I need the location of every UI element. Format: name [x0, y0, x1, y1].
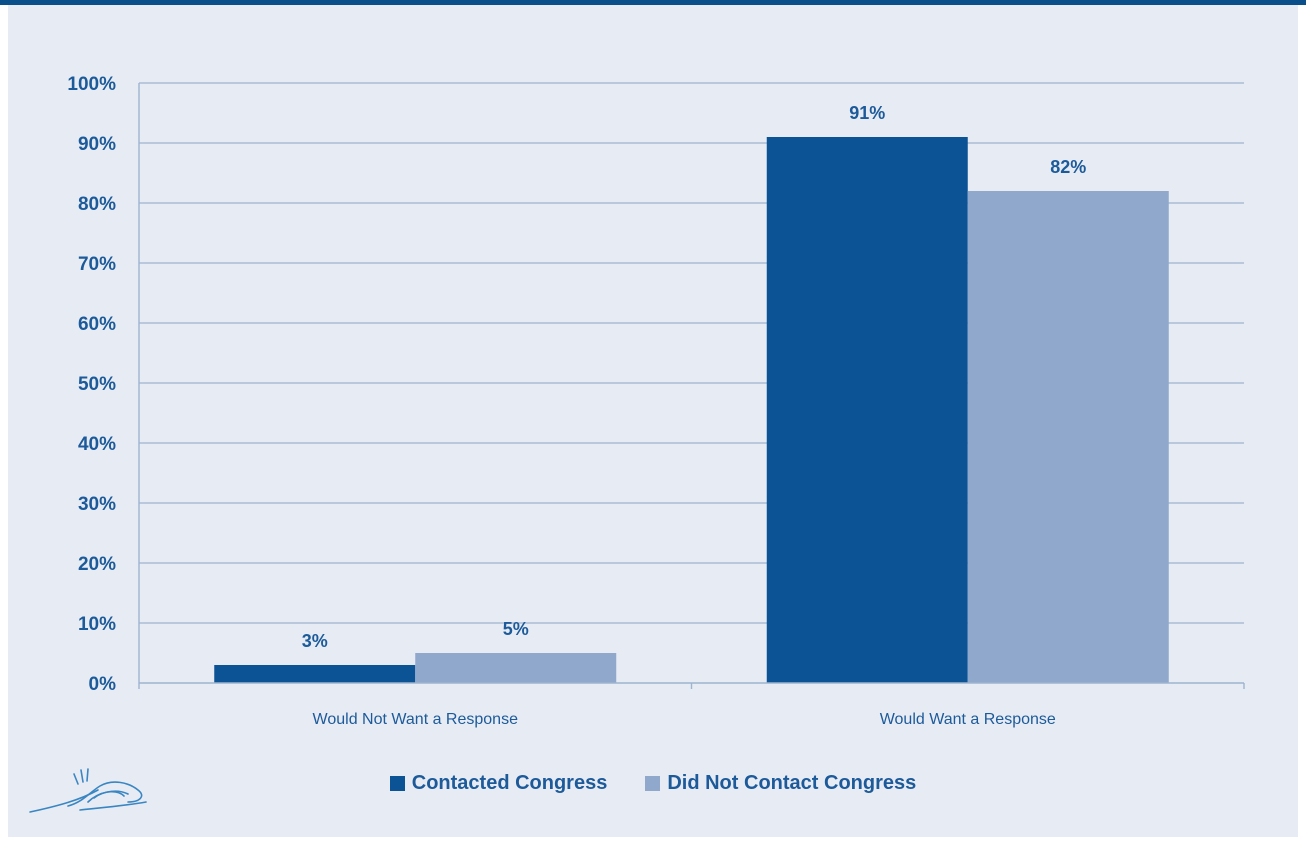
axes	[138, 83, 1245, 689]
legend-item-contacted: Contacted Congress	[389, 772, 608, 795]
bar	[766, 137, 968, 683]
legend-item-did-not-contact: Did Not Contact Congress	[645, 772, 916, 795]
y-tick-labels: 0% 10% 20% 30% 40% 50% 60% 70% 80% 90% 100%	[67, 74, 116, 695]
y-tick-label: 20%	[78, 554, 116, 575]
y-tick-label: 100%	[67, 74, 116, 95]
y-tick-label: 0%	[89, 674, 117, 695]
data-label: 5%	[503, 619, 529, 639]
y-tick-label: 30%	[78, 494, 116, 515]
data-label: 91%	[849, 103, 885, 123]
bar	[214, 665, 416, 683]
x-tick-label: Would Want a Response	[880, 711, 1056, 728]
legend-swatch-did-not-contact	[645, 776, 661, 791]
y-tick-label: 50%	[78, 374, 116, 395]
x-tick-labels: Would Not Want a Response Would Want a Re…	[313, 711, 1056, 728]
bar	[415, 653, 617, 683]
data-label: 3%	[302, 631, 328, 651]
legend-label-did-not-contact: Did Not Contact Congress	[667, 772, 917, 794]
data-labels: 3% 5% 91% 82%	[302, 103, 1087, 651]
y-tick-label: 80%	[78, 194, 116, 215]
top-accent-bar	[0, 0, 1306, 5]
bar	[967, 191, 1169, 683]
bars	[214, 137, 1169, 683]
data-label: 82%	[1050, 157, 1086, 177]
x-tick-label: Would Not Want a Response	[313, 711, 519, 728]
legend-swatch-contacted	[389, 776, 405, 791]
y-tick-label: 70%	[78, 254, 116, 275]
y-tick-label: 40%	[78, 434, 116, 455]
legend-label-contacted: Contacted Congress	[411, 772, 608, 794]
y-tick-label: 10%	[78, 614, 116, 635]
hands-arches-logo-icon	[29, 768, 147, 813]
legend: Contacted Congress Did Not Contact Congr…	[0, 772, 1306, 795]
y-tick-label: 60%	[78, 314, 116, 335]
y-tick-label: 90%	[78, 134, 116, 155]
